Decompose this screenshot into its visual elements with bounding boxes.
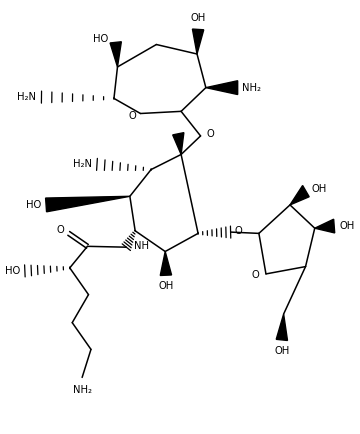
Polygon shape xyxy=(193,29,204,54)
Text: OH: OH xyxy=(339,221,355,231)
Polygon shape xyxy=(206,81,238,95)
Text: NH₂: NH₂ xyxy=(242,82,261,92)
Text: O: O xyxy=(129,111,136,121)
Text: HO: HO xyxy=(5,266,20,276)
Polygon shape xyxy=(276,314,288,340)
Text: H₂N: H₂N xyxy=(17,92,36,102)
Text: O: O xyxy=(57,225,64,235)
Polygon shape xyxy=(46,196,130,212)
Polygon shape xyxy=(160,251,172,276)
Text: NH₂: NH₂ xyxy=(73,385,92,395)
Text: OH: OH xyxy=(158,281,174,291)
Polygon shape xyxy=(315,219,335,233)
Polygon shape xyxy=(110,42,121,67)
Text: OH: OH xyxy=(311,184,327,194)
Polygon shape xyxy=(173,133,184,155)
Text: H₂N: H₂N xyxy=(73,159,92,169)
Text: O: O xyxy=(235,226,243,236)
Text: NH: NH xyxy=(134,241,149,251)
Text: HO: HO xyxy=(93,34,109,44)
Text: O: O xyxy=(252,270,260,280)
Text: HO: HO xyxy=(26,200,41,210)
Polygon shape xyxy=(290,185,309,205)
Text: O: O xyxy=(207,129,215,139)
Text: OH: OH xyxy=(190,13,206,23)
Text: OH: OH xyxy=(274,346,289,356)
